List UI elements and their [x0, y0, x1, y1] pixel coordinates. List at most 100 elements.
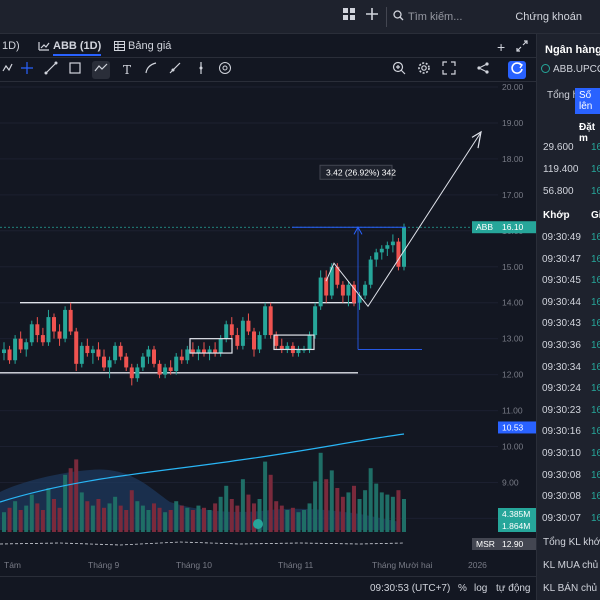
- candle-body: [213, 349, 218, 354]
- volume-bar: [190, 510, 195, 532]
- candle-body: [140, 356, 145, 368]
- share-icon[interactable]: [474, 61, 492, 79]
- price-tag: [472, 538, 536, 550]
- volume-bar: [35, 503, 40, 532]
- volume-bar: [363, 490, 368, 532]
- expand-icon[interactable]: [516, 40, 528, 55]
- tab-price-board[interactable]: Bảng giá: [128, 40, 172, 52]
- volume-bar: [79, 492, 84, 532]
- x-tick-label: Tháng 10: [176, 560, 212, 570]
- curve-tool-icon[interactable]: [142, 61, 160, 79]
- grid-icon[interactable]: [340, 7, 358, 25]
- volume-bar: [152, 503, 156, 532]
- x-tick-label: Tám: [4, 560, 21, 570]
- candle-body: [335, 266, 340, 285]
- log-toggle[interactable]: log: [474, 583, 488, 594]
- candle-body: [90, 349, 95, 354]
- y-tick-label: 10.00: [502, 442, 524, 452]
- target-icon[interactable]: [216, 61, 234, 79]
- volume-bar: [252, 503, 256, 532]
- x-tick-label: 2026: [468, 560, 487, 570]
- volume-bar: [329, 470, 334, 532]
- volume-bar: [7, 507, 12, 532]
- volume-bar: [240, 479, 245, 532]
- match-row: 09:30:10 16.1: [537, 444, 600, 465]
- plus-icon[interactable]: [363, 7, 381, 25]
- search-input[interactable]: Tìm kiếm...: [408, 11, 463, 23]
- candle-body: [57, 331, 62, 339]
- volume-bar: [107, 503, 112, 532]
- top-bar: Tìm kiếm... Chứng khoán: [0, 0, 600, 34]
- volume-bar: [307, 503, 312, 532]
- volume-bar: [263, 461, 268, 532]
- add-tab-icon[interactable]: +: [497, 39, 506, 55]
- volume-bar: [213, 503, 218, 532]
- candle-body: [324, 277, 329, 296]
- chart-canvas[interactable]: 20.0019.0018.0017.0016.0015.0014.0013.00…: [0, 82, 536, 572]
- candle-body: [68, 309, 73, 332]
- candle-body: [390, 241, 395, 246]
- y-tick-label: 14.00: [502, 298, 524, 308]
- refresh-icon[interactable]: [508, 61, 526, 79]
- match-price: 16.1: [591, 296, 600, 308]
- candle-body: [352, 284, 356, 303]
- candle-body: [2, 349, 6, 354]
- volume-bar: [13, 501, 18, 532]
- volume-bar: [96, 499, 101, 532]
- order-row: 119.400 16: [537, 160, 600, 181]
- price-chart[interactable]: 20.0019.0018.0017.0016.0015.0014.0013.00…: [0, 82, 536, 572]
- volume-bar: [274, 501, 279, 532]
- candle-body: [318, 277, 323, 307]
- tab-steps[interactable]: Số lên: [575, 88, 600, 114]
- candle-body: [168, 367, 173, 372]
- volume-bar: [29, 494, 34, 532]
- zoom-icon[interactable]: [390, 61, 408, 79]
- candle-body: [102, 356, 106, 368]
- clock-readout: 09:30:53 (UTC+7): [370, 583, 451, 594]
- rectangle-tool-icon[interactable]: [66, 61, 84, 79]
- wave-tool-icon[interactable]: [0, 61, 18, 79]
- volume-bar: [90, 505, 95, 532]
- settings-gear-icon[interactable]: [415, 61, 433, 79]
- tab-abb[interactable]: ABB (1D): [53, 40, 102, 56]
- volume-bar: [235, 505, 240, 532]
- percent-toggle[interactable]: %: [458, 583, 467, 594]
- ray-tool-icon[interactable]: [166, 61, 184, 79]
- candle-body: [224, 324, 229, 339]
- candle-body: [218, 338, 223, 354]
- auto-toggle[interactable]: tự động: [496, 583, 531, 594]
- tab-summary[interactable]: Tổng hợp: [547, 90, 591, 101]
- drawing-toolbar: T: [0, 58, 536, 82]
- volume-bar: [57, 507, 62, 532]
- market-select[interactable]: Chứng khoán: [515, 11, 582, 23]
- match-row: 09:30:23 16.1: [537, 401, 600, 422]
- match-row: 09:30:47 16.1: [537, 250, 600, 271]
- candle-body: [235, 335, 240, 346]
- volume-bar: [246, 494, 251, 532]
- y-tick-label: 12.00: [502, 370, 524, 380]
- candle-body: [135, 367, 140, 379]
- path-tool-icon[interactable]: [92, 61, 110, 79]
- text-tool-icon[interactable]: T: [122, 63, 131, 77]
- candle-body: [35, 324, 40, 336]
- match-row: 09:30:24 16.2: [537, 379, 600, 400]
- vertical-line-icon[interactable]: [192, 61, 210, 79]
- crosshair-icon[interactable]: [18, 61, 36, 79]
- order-qty: 56.800: [543, 186, 574, 197]
- y-tick-label: 9.00: [502, 477, 519, 487]
- volume-bar: [202, 507, 206, 532]
- fullscreen-icon[interactable]: [440, 61, 458, 79]
- search-box[interactable]: Tìm kiếm... Chứng khoán: [386, 7, 586, 27]
- candle-body: [7, 349, 12, 361]
- y-tick-label: 15.00: [502, 262, 524, 272]
- tab-prev[interactable]: 1D): [2, 40, 20, 52]
- price-tag-value: 4.385M: [502, 509, 530, 519]
- match-price: 16.1: [591, 491, 600, 503]
- volume-bar: [352, 485, 356, 532]
- panel-symbol[interactable]: ABB.UPCO: [541, 64, 600, 75]
- trend-line-icon[interactable]: [42, 61, 60, 79]
- match-price: 16.1: [591, 253, 600, 265]
- candle-body: [79, 345, 84, 364]
- candle-body: [18, 338, 23, 350]
- candle-body: [285, 345, 290, 350]
